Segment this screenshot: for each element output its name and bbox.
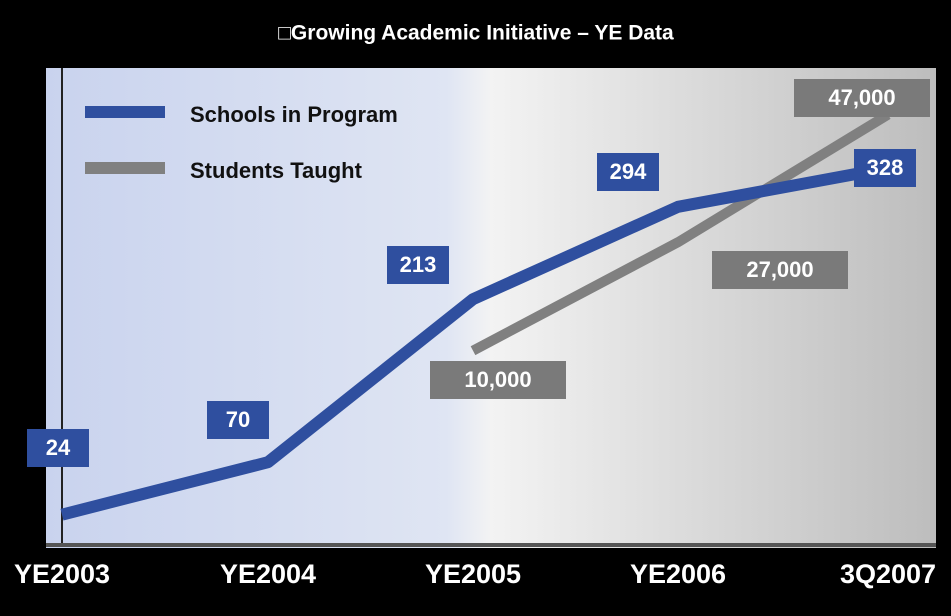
data-label: 294 bbox=[610, 159, 647, 184]
legend-swatch bbox=[85, 106, 165, 118]
chart: □Growing Academic Initiative – YE Data Y… bbox=[0, 0, 951, 616]
data-label: 10,000 bbox=[464, 367, 531, 392]
data-label: 47,000 bbox=[828, 85, 895, 110]
legend-label: Schools in Program bbox=[190, 102, 398, 127]
chart-title: □Growing Academic Initiative – YE Data bbox=[278, 22, 674, 45]
x-tick-label: YE2004 bbox=[220, 559, 316, 589]
x-tick-label: YE2006 bbox=[630, 559, 726, 589]
x-tick-label: 3Q2007 bbox=[840, 559, 936, 589]
x-tick-label: YE2005 bbox=[425, 559, 521, 589]
x-tick-label: YE2003 bbox=[14, 559, 110, 589]
data-label: 24 bbox=[46, 435, 71, 460]
legend-label: Students Taught bbox=[190, 158, 363, 183]
data-label: 213 bbox=[400, 252, 437, 277]
data-label: 70 bbox=[226, 407, 250, 432]
plot-background bbox=[46, 68, 936, 548]
legend-swatch bbox=[85, 162, 165, 174]
data-label: 328 bbox=[867, 155, 904, 180]
data-label: 27,000 bbox=[746, 257, 813, 282]
